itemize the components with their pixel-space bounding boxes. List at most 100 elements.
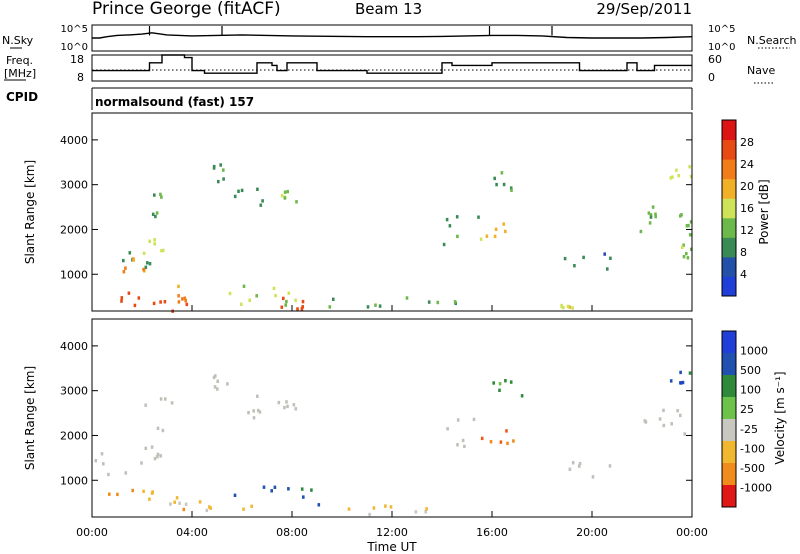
power-scale-tick: 24 bbox=[740, 158, 754, 171]
heatmap-cell bbox=[510, 188, 513, 192]
heatmap-cell bbox=[499, 440, 503, 444]
power-scale-swatch bbox=[722, 237, 736, 258]
power-y-ticks: 1000 2000 3000 4000 bbox=[60, 134, 692, 281]
heatmap-cell bbox=[212, 166, 216, 170]
nave-label: Nave bbox=[747, 64, 775, 77]
heatmap-cell bbox=[368, 512, 371, 517]
heatmap-cell bbox=[479, 237, 483, 241]
power-panel: Slant Range [km] 1000 2000 3000 4000 bbox=[23, 112, 693, 313]
noise-spikes bbox=[148, 26, 553, 36]
heatmap-cell bbox=[252, 416, 256, 420]
heatmap-cell bbox=[332, 297, 335, 301]
heatmap-cell bbox=[184, 502, 188, 506]
freq-label: Freq. bbox=[6, 54, 33, 67]
heatmap-cell bbox=[591, 475, 595, 479]
velocity-scale-swatch bbox=[722, 375, 736, 398]
heatmap-cell bbox=[127, 291, 131, 295]
heatmap-cell bbox=[649, 213, 653, 217]
velocity-panel: Slant Range [km] 1000 2000 3000 4000 bbox=[23, 318, 693, 518]
heatmap-cell bbox=[455, 215, 459, 219]
heatmap-cell bbox=[654, 214, 657, 219]
heatmap-cell bbox=[300, 307, 304, 311]
heatmap-cell bbox=[378, 304, 382, 308]
heatmap-cell bbox=[509, 186, 513, 190]
heatmap-cell bbox=[155, 211, 159, 215]
heatmap-cell bbox=[159, 300, 162, 304]
heatmap-cell bbox=[108, 492, 111, 496]
x-axis-ticks: 00:00 04:00 08:00 12:00 16:00 20:00 00:00 bbox=[76, 305, 708, 539]
heatmap-cell bbox=[682, 255, 686, 259]
heatmap-cell bbox=[250, 504, 253, 508]
heatmap-cell bbox=[280, 194, 284, 198]
heatmap-cell bbox=[442, 242, 446, 247]
x-tick-label: 20:00 bbox=[576, 526, 608, 539]
heatmap-cell bbox=[679, 214, 682, 218]
heatmap-cell bbox=[681, 245, 684, 249]
heatmap-cell bbox=[560, 305, 563, 309]
heatmap-cell bbox=[500, 171, 504, 175]
noise-tick-left-bottom: 10^0 bbox=[61, 42, 88, 53]
heatmap-cell bbox=[183, 296, 187, 300]
velocity-scale-swatch bbox=[722, 397, 736, 420]
heatmap-cell bbox=[242, 284, 246, 288]
power-scale-swatch bbox=[722, 276, 736, 297]
noise-panel: N.Sky N.Search 10^5 10^0 10^5 10^0 bbox=[2, 24, 797, 53]
nave-tick-top: 60 bbox=[708, 53, 722, 66]
heatmap-cell bbox=[222, 168, 225, 172]
heatmap-cell bbox=[154, 214, 157, 219]
velocity-scale-label: Velocity [m s⁻¹] bbox=[773, 371, 787, 464]
heatmap-cell bbox=[296, 307, 299, 311]
heatmap-cell bbox=[608, 464, 612, 468]
heatmap-cell bbox=[259, 203, 263, 207]
heatmap-cell bbox=[170, 401, 174, 405]
heatmap-cell bbox=[216, 387, 219, 391]
heatmap-cell bbox=[425, 507, 428, 511]
heatmap-cell bbox=[102, 462, 105, 466]
heatmap-cell bbox=[453, 300, 457, 304]
heatmap-cell bbox=[506, 441, 509, 446]
heatmap-cell bbox=[273, 485, 277, 489]
heatmap-cell bbox=[669, 176, 673, 180]
heatmap-cell bbox=[181, 297, 184, 301]
heatmap-cell bbox=[493, 234, 497, 239]
heatmap-cell bbox=[124, 266, 127, 270]
y-tick-label: 1000 bbox=[60, 268, 88, 281]
heatmap-cell bbox=[301, 305, 304, 309]
heatmap-cell bbox=[272, 286, 276, 291]
heatmap-cell bbox=[173, 500, 176, 504]
velocity-scale-swatch bbox=[722, 419, 736, 442]
velocity-scale-tick: -100 bbox=[740, 442, 765, 455]
heatmap-cell bbox=[198, 500, 202, 504]
heatmap-cell bbox=[285, 299, 288, 304]
heatmap-cell bbox=[689, 220, 693, 224]
heatmap-cell bbox=[237, 189, 240, 193]
heatmap-cell bbox=[148, 262, 152, 266]
noise-right-label: N.Search bbox=[747, 34, 797, 47]
heatmap-cell bbox=[301, 299, 305, 304]
y-tick-label: 4000 bbox=[60, 134, 88, 147]
velocity-scale-tick: 500 bbox=[740, 364, 761, 377]
heatmap-cell bbox=[504, 379, 507, 383]
heatmap-cell bbox=[300, 487, 304, 491]
heatmap-cell bbox=[153, 242, 156, 246]
heatmap-cell bbox=[144, 265, 148, 269]
heatmap-cell bbox=[208, 505, 211, 509]
heatmap-cell bbox=[690, 247, 693, 251]
heatmap-cell bbox=[649, 215, 653, 219]
heatmap-cell bbox=[216, 379, 219, 383]
heatmap-cell bbox=[427, 300, 431, 304]
heatmap-cell bbox=[142, 489, 145, 493]
heatmap-cell bbox=[160, 195, 163, 199]
heatmap-cell bbox=[573, 264, 576, 268]
heatmap-cell bbox=[456, 418, 460, 422]
heatmap-cell bbox=[122, 270, 126, 274]
freq-unit-label: [MHz] bbox=[4, 67, 36, 80]
heatmap-cell bbox=[577, 464, 581, 468]
power-scale-swatch bbox=[722, 178, 736, 199]
cpid-text: normalsound (fast) 157 bbox=[95, 95, 254, 109]
y-tick-label: 4000 bbox=[60, 340, 88, 353]
heatmap-cell bbox=[248, 298, 251, 302]
heatmap-cell bbox=[494, 227, 498, 231]
heatmap-cell bbox=[252, 409, 255, 413]
